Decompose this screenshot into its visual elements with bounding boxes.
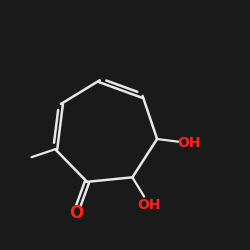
Text: OH: OH [178,136,201,150]
Text: OH: OH [138,198,161,212]
Text: O: O [69,204,83,222]
